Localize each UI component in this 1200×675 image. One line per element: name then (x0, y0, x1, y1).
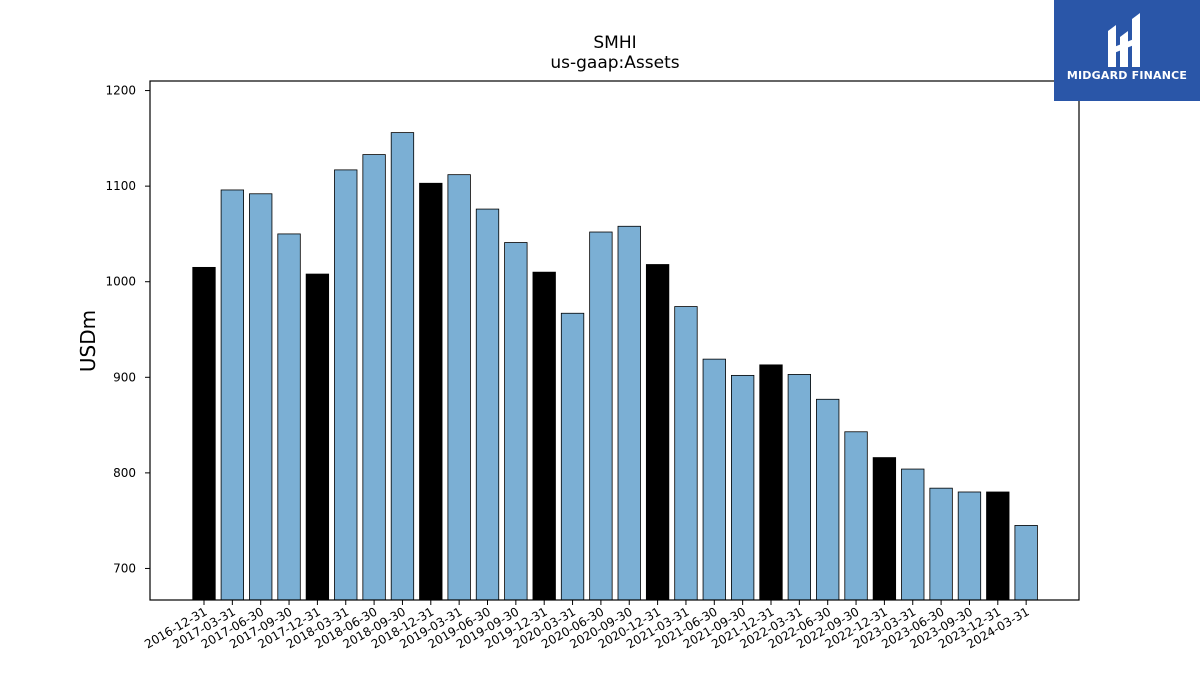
y-tick-label: 700 (113, 561, 136, 575)
y-tick-label: 900 (113, 370, 136, 384)
bar-2016-12-31 (192, 266, 216, 601)
bar-2021-12-31 (759, 364, 783, 601)
bar-2019-09-30 (504, 242, 528, 601)
x-ticks-group: 2016-12-312017-03-312017-06-302017-09-30… (142, 600, 1032, 651)
bar-2017-03-31 (220, 189, 245, 601)
bar-2023-09-30 (957, 491, 982, 601)
bars-group (192, 132, 1038, 601)
bar-2022-06-30 (816, 398, 840, 601)
bar-2018-12-31 (419, 182, 443, 601)
y-tick-label: 800 (113, 466, 136, 480)
bar-2021-03-31 (674, 306, 698, 601)
y-ticks-group: 700 800 900 1000 1100 1200 (105, 84, 150, 575)
plot-frame (149, 80, 1080, 601)
bar-2021-06-30 (702, 358, 726, 601)
chart-subtitle: us-gaap:Assets (550, 53, 679, 73)
y-axis-label: USDm (76, 310, 100, 372)
bar-2019-06-30 (475, 208, 500, 601)
bar-2023-06-30 (929, 487, 953, 601)
logo: MIDGARD FINANCE (1054, 0, 1200, 101)
logo-text: MIDGARD FINANCE (1066, 69, 1188, 82)
bar-2020-06-30 (589, 231, 613, 601)
bar-2023-12-31 (986, 491, 1010, 601)
bar-2020-12-31 (645, 264, 670, 601)
bar-2019-12-31 (532, 271, 556, 601)
chart-title: SMHI (593, 33, 636, 53)
bar-2024-03-31 (1014, 525, 1038, 601)
bar-2017-06-30 (249, 193, 273, 601)
bar-2018-09-30 (390, 132, 415, 601)
bar-2022-09-30 (844, 431, 868, 601)
bar-2022-12-31 (872, 457, 897, 601)
bar-2022-03-31 (787, 374, 811, 601)
bar-2018-06-30 (362, 154, 386, 601)
bar-2017-09-30 (277, 233, 301, 601)
bar-2020-09-30 (617, 225, 641, 601)
bar-2020-03-31 (560, 312, 585, 601)
bar-2021-09-30 (731, 374, 755, 601)
logo-mark-icon (1108, 13, 1140, 67)
y-tick-label: 1000 (105, 275, 136, 289)
bar-2023-03-31 (901, 468, 925, 601)
bar-2019-03-31 (447, 174, 471, 601)
y-tick-label: 1100 (105, 179, 136, 193)
y-tick-label: 1200 (105, 84, 136, 98)
bar-2018-03-31 (334, 169, 358, 601)
bar-2017-12-31 (305, 273, 330, 601)
